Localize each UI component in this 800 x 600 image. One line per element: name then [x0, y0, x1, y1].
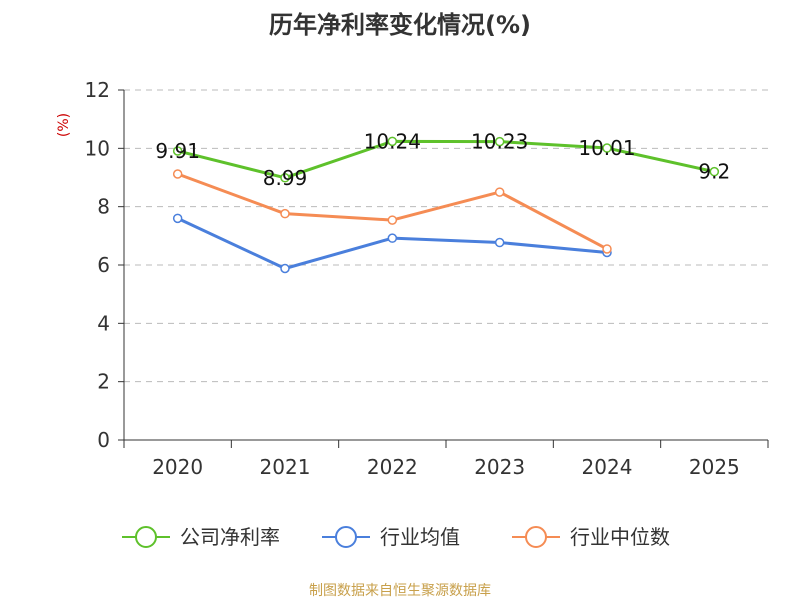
data-label: 8.99 [263, 166, 308, 190]
legend-label: 行业中位数 [570, 525, 670, 549]
data-point [494, 237, 505, 248]
legend: 公司净利率 行业均值 行业中位数 [122, 525, 670, 549]
legend-item[interactable]: 行业均值 [322, 525, 460, 549]
data-point [709, 166, 720, 177]
data-label: 10.24 [364, 129, 421, 153]
x-tick-label: 2022 [367, 455, 418, 479]
y-tick-label: 12 [85, 78, 110, 102]
data-point [280, 173, 290, 183]
x-tick-label: 2025 [689, 455, 740, 479]
x-tick-label: 2024 [582, 455, 633, 479]
data-label: 9.2 [698, 160, 730, 184]
data-point [387, 233, 398, 243]
y-tick-label: 2 [97, 370, 110, 394]
data-point [387, 136, 398, 147]
series-2 [172, 169, 612, 254]
data-label: 9.91 [155, 139, 200, 163]
data-point [494, 136, 505, 147]
legend-marker [335, 526, 357, 548]
series-line [177, 216, 608, 270]
data-label: 10.23 [471, 130, 528, 154]
y-tick-label: 4 [97, 311, 110, 335]
series-lines [172, 136, 720, 274]
source-note: 制图数据来自恒生聚源数据库 [309, 583, 491, 599]
axes: 0 2 4 6 8 10 12 2020 2021 2022 2023 2024 2025 [85, 78, 769, 479]
data-point [280, 208, 290, 219]
y-tick-label: 10 [85, 136, 110, 160]
legend-label: 公司净利率 [180, 525, 280, 549]
data-point [602, 143, 612, 153]
gridlines [124, 89, 768, 383]
legend-item[interactable]: 公司净利率 [122, 525, 280, 549]
data-point [387, 215, 398, 225]
data-point [172, 146, 183, 156]
series-1 [172, 213, 612, 274]
y-tick-label: 8 [97, 195, 110, 219]
chart-title: 历年净利率变化情况(%) [269, 11, 531, 39]
series-0 [172, 136, 720, 183]
data-point [280, 263, 290, 274]
x-tick-label: 2020 [152, 455, 203, 479]
data-point [602, 244, 612, 254]
series-line [177, 139, 715, 180]
y-tick-label: 0 [97, 428, 110, 452]
data-label: 10.01 [578, 136, 635, 160]
legend-label: 行业均值 [380, 525, 460, 549]
legend-marker [135, 526, 157, 548]
legend-item[interactable]: 行业中位数 [512, 525, 670, 549]
data-point [172, 213, 183, 224]
legend-marker [525, 526, 547, 548]
data-labels: 9.91 8.99 10.24 10.23 10.01 9.2 [155, 129, 730, 189]
data-point [172, 169, 183, 179]
y-axis-unit-label: (%) [56, 113, 72, 137]
x-tick-label: 2023 [474, 455, 525, 479]
x-tick-label: 2021 [260, 455, 311, 479]
data-point [494, 187, 505, 197]
y-tick-label: 6 [97, 253, 110, 277]
